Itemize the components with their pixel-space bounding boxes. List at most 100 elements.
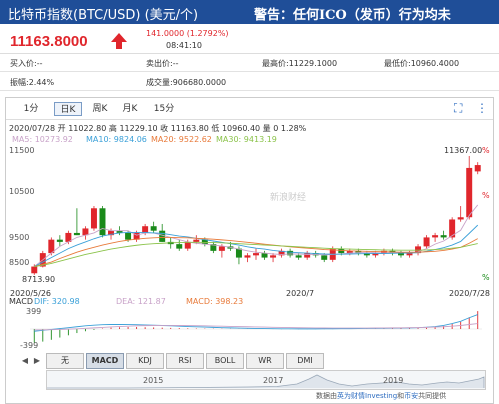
data-source-footer: 数据由英为财情Investing和币安共同提供 <box>316 391 446 401</box>
dea-line <box>34 323 478 331</box>
candle-body <box>125 232 132 240</box>
candle-body <box>82 228 89 236</box>
indicator-boll[interactable]: BOLL <box>206 353 244 369</box>
candle-body <box>321 255 328 260</box>
price-bar: 11163.8000 141.0000 (1.2792%) 08:41:10 <box>0 24 499 54</box>
divider <box>0 71 499 72</box>
candle-body <box>423 237 430 247</box>
pct-label: % <box>482 191 490 200</box>
volume: 成交量:906680.0000 <box>146 78 227 87</box>
candle-body <box>432 235 439 238</box>
ma30-label: MA30: 9413.19 <box>216 135 277 144</box>
ma-lines-layer <box>33 204 479 267</box>
indicator-macd[interactable]: MACD <box>86 353 124 369</box>
scroll-left-button[interactable]: ◀ <box>21 356 29 365</box>
candle-body <box>142 226 149 233</box>
candle-body <box>90 208 97 229</box>
ma20-line <box>34 236 478 267</box>
candle-body <box>449 219 456 238</box>
timeline-navigator[interactable]: 2015 2017 2019 <box>46 370 486 390</box>
provider-link[interactable]: 英为财情Investing <box>337 392 398 400</box>
candle-body <box>235 248 242 258</box>
candle-body <box>474 165 481 172</box>
footer-text: 共同提供 <box>418 392 447 400</box>
footer-text: 和 <box>397 392 405 400</box>
y-tick: 9500 <box>9 233 29 242</box>
candle-body <box>372 253 379 256</box>
candle-body <box>56 239 63 242</box>
fullscreen-icon[interactable]: ⛶ <box>454 101 463 115</box>
settings-icon[interactable]: ⋮ <box>476 101 488 115</box>
indicator-rsi[interactable]: RSI <box>166 353 204 369</box>
scroll-right-button[interactable]: ▶ <box>33 356 41 365</box>
tab-monthly[interactable]: 月K <box>122 104 138 114</box>
candle-body <box>287 250 294 256</box>
candle-body <box>65 232 72 242</box>
ohlc-readout: 2020/07/28 开 11022.80 高 11229.10 收 11163… <box>9 123 307 133</box>
period-tabs: 1分 日K 周K 月K 15分 ⛶ ⋮ <box>6 98 493 120</box>
indicator-kdj[interactable]: KDJ <box>126 353 164 369</box>
timeline-year: 2019 <box>383 376 404 385</box>
macd-y-bottom: -399 <box>20 341 38 350</box>
quote-time: 08:41:10 <box>166 41 202 50</box>
bid-price: 买入价:-- <box>10 59 43 68</box>
amplitude: 振幅:2.44% <box>10 78 55 87</box>
candle-body <box>295 255 302 258</box>
candle-body <box>278 250 285 256</box>
candle-body <box>346 250 353 254</box>
pct-label: % <box>482 273 490 282</box>
indicator-wr[interactable]: WR <box>246 353 284 369</box>
indicator-none[interactable]: 无 <box>46 353 84 369</box>
candle-body <box>466 167 473 218</box>
candle-body <box>457 217 464 220</box>
dif-label: DIF: 320.98 <box>34 297 80 306</box>
candle-body <box>48 239 55 254</box>
x-tick: 2020/7/28 <box>449 289 490 298</box>
tab-1min[interactable]: 1分 <box>23 104 39 114</box>
tab-15min[interactable]: 15分 <box>153 104 175 114</box>
candle-body <box>261 253 268 258</box>
chart-panel: 1分 日K 周K 月K 15分 ⛶ ⋮ 2020/07/28 开 11022.8… <box>5 97 494 404</box>
ask-price: 卖出价:-- <box>146 59 179 68</box>
candle-body <box>108 230 115 236</box>
page-header: 比特币指数(BTC/USD) (美元/个) 警告：任何ICO（发币）行为均未 <box>0 0 499 24</box>
candle-body <box>406 253 413 256</box>
candle-body <box>218 246 225 251</box>
candle-body <box>99 208 106 236</box>
candle-body <box>150 226 157 231</box>
timeline-year: 2017 <box>263 376 284 385</box>
candle-body <box>184 241 191 249</box>
min-price-label: 8713.90 <box>22 275 55 284</box>
indicator-dmi[interactable]: DMI <box>286 353 324 369</box>
candle-body <box>304 253 311 258</box>
x-tick: 2020/7 <box>286 289 314 298</box>
macd-layer <box>30 311 482 343</box>
candles-layer <box>31 155 481 275</box>
macd-title: MACD <box>9 297 33 306</box>
ma10-label: MA10: 9824.06 <box>86 135 147 144</box>
kline-chart[interactable]: 2020/07/28 开 11022.80 高 11229.10 收 11163… <box>6 120 493 350</box>
candle-body <box>270 255 277 258</box>
tab-daily[interactable]: 日K <box>54 102 82 116</box>
ma10-line <box>34 224 479 267</box>
y-tick: 8500 <box>9 258 29 267</box>
page-title: 比特币指数(BTC/USD) (美元/个) <box>8 8 199 23</box>
y-tick: 11500 <box>9 146 34 155</box>
tab-weekly[interactable]: 周K <box>92 104 108 114</box>
max-price-label: 11367.00 <box>444 146 482 155</box>
candle-body <box>201 239 208 245</box>
ma20-label: MA20: 9522.62 <box>151 135 212 144</box>
y-tick: 10500 <box>9 187 34 196</box>
dif-line <box>34 314 478 332</box>
current-price: 11163.8000 <box>10 33 88 50</box>
dea-label: DEA: 121.87 <box>116 297 166 306</box>
candle-body <box>440 235 447 238</box>
watermark: 新浪财经 <box>270 191 306 203</box>
candle-body <box>193 239 200 242</box>
timeline-year: 2015 <box>143 376 164 385</box>
provider-link[interactable]: 币安 <box>404 392 419 400</box>
pct-label: % <box>482 146 490 155</box>
low-price: 最低价:10960.4000 <box>384 59 460 68</box>
high-price: 最高价:11229.1000 <box>262 59 338 68</box>
macd-value-label: MACD: 398.23 <box>186 297 243 306</box>
